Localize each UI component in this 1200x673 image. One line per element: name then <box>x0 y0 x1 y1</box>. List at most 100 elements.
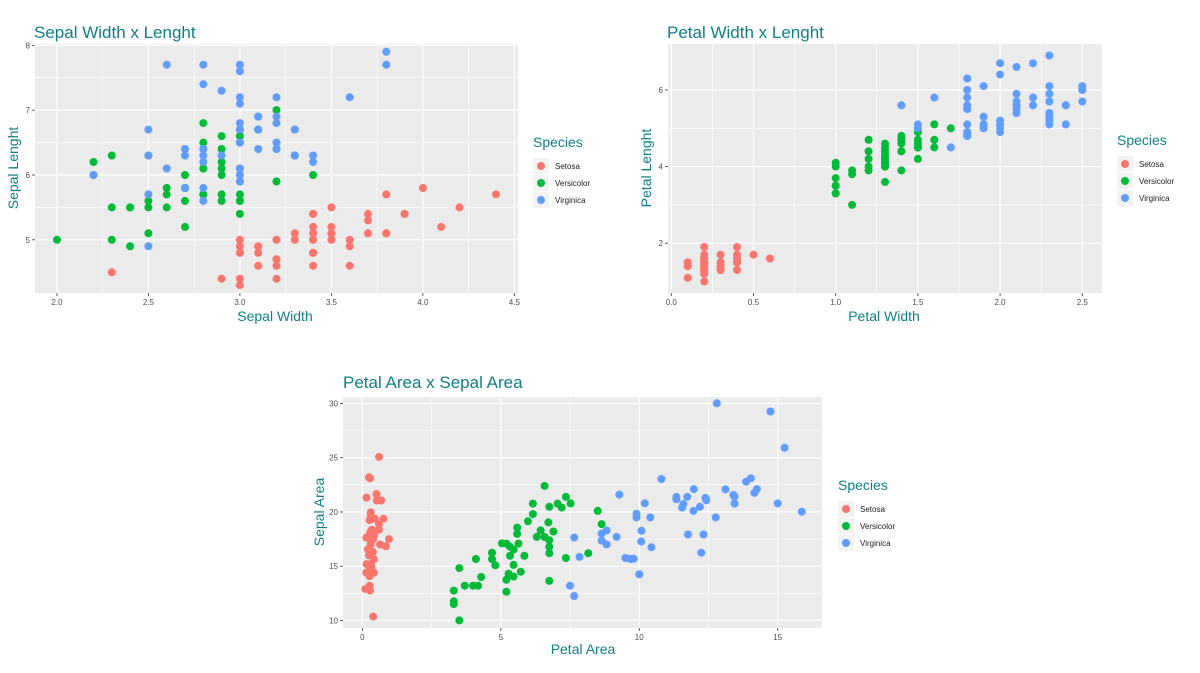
chart-0-legend-title: Species <box>533 134 583 150</box>
chart-0-point-virginica <box>181 184 189 192</box>
chart-0-point-setosa <box>382 190 391 199</box>
chart-1-point-versicolor <box>881 158 889 167</box>
chart-0-xtick-label: 3.0 <box>234 298 246 307</box>
chart-2-point-setosa <box>366 545 375 554</box>
chart-0-xtick-label: 4.5 <box>509 298 521 307</box>
chart-1-point-virginica <box>1061 101 1070 110</box>
chart-1-point-versicolor <box>946 124 955 133</box>
chart-2-point-versicolor <box>513 523 522 532</box>
chart-1-point-virginica <box>1012 109 1021 117</box>
chart-1-point-virginica <box>996 128 1005 137</box>
chart-0-legend-key-setosa <box>537 162 545 170</box>
chart-2-point-virginica <box>657 475 666 483</box>
chart-0-point-setosa <box>345 235 354 244</box>
chart-0-point-virginica <box>199 80 208 89</box>
chart-0-point-virginica <box>235 138 244 147</box>
chart-1-point-setosa <box>733 266 741 274</box>
chart-1-point-virginica <box>1012 89 1021 98</box>
chart-0-point-versicolor <box>199 164 208 173</box>
chart-0-point-setosa <box>309 248 318 257</box>
chart-0-point-virginica <box>199 158 208 166</box>
chart-0-point-virginica <box>290 151 299 160</box>
chart-2-point-versicolor <box>544 518 553 527</box>
chart-0-point-virginica <box>272 112 281 121</box>
chart-1-point-versicolor <box>913 143 922 152</box>
chart-0-point-setosa <box>492 190 500 199</box>
chart-2-point-versicolor <box>561 492 570 501</box>
chart-0-point-versicolor <box>217 190 226 199</box>
chart-2-ytick-label: 25 <box>329 454 338 463</box>
chart-2-point-virginica <box>575 552 584 561</box>
chart-2-point-virginica <box>640 499 649 508</box>
chart-1-point-versicolor <box>864 154 873 163</box>
chart-0-point-virginica <box>272 93 281 102</box>
chart-2-point-setosa <box>366 474 375 483</box>
chart-2-point-virginica <box>746 474 755 483</box>
chart-2-point-setosa <box>379 514 388 523</box>
chart-2-point-virginica <box>683 492 692 501</box>
chart-2-legend: Species Setosa Versicolor Virginica <box>838 477 895 551</box>
chart-2-xtick-label: 5 <box>499 633 504 642</box>
chart-2-point-virginica <box>766 407 775 416</box>
chart-1-ytick-label: 2 <box>659 239 664 248</box>
chart-0-ytick-label: 5 <box>26 236 31 245</box>
chart-0-point-setosa <box>272 255 281 264</box>
chart-1-legend-label-versicolor: Versicolor <box>1139 177 1174 186</box>
chart-0-point-setosa <box>217 274 226 283</box>
chart-1-point-virginica <box>1029 59 1037 68</box>
chart-1-point-virginica <box>1029 101 1037 110</box>
chart-2-point-versicolor <box>491 561 500 570</box>
chart-0-point-virginica <box>199 184 208 192</box>
chart-1-point-versicolor <box>831 189 840 198</box>
chart-0-point-versicolor <box>162 203 171 212</box>
chart-1-point-setosa <box>700 262 709 271</box>
chart-0-point-virginica <box>162 60 171 69</box>
chart-0-point-setosa <box>107 268 116 277</box>
chart-0-point-setosa <box>327 203 336 212</box>
chart-2-point-versicolor <box>536 526 545 535</box>
chart-0-legend-key-versicolor <box>537 179 545 187</box>
chart-2-point-setosa <box>376 540 385 549</box>
chart-0-point-versicolor <box>217 171 226 179</box>
chart-0-point-versicolor <box>144 203 153 212</box>
chart-1-xtick-label: 0.5 <box>748 298 760 307</box>
chart-0-point-setosa <box>272 274 281 283</box>
chart-2-title: Petal Area x Sepal Area <box>343 373 523 392</box>
chart-0-point-versicolor <box>181 196 189 205</box>
chart-0-point-versicolor <box>107 235 116 244</box>
chart-1-point-virginica <box>1045 89 1054 98</box>
chart-0-point-versicolor <box>217 196 226 205</box>
chart-0-ytick-label: 7 <box>26 106 31 115</box>
chart-0-title: Sepal Width x Lenght <box>34 23 196 42</box>
chart-1-point-versicolor <box>930 143 939 152</box>
chart-2-point-versicolor <box>524 517 532 526</box>
chart-0-point-setosa <box>309 229 318 238</box>
chart-0-point-setosa <box>235 242 244 251</box>
chart-2-point-virginica <box>570 533 579 542</box>
chart-2-point-setosa <box>366 565 375 574</box>
chart-2-point-virginica <box>621 554 630 562</box>
chart-0-point-setosa <box>235 281 244 290</box>
chart-2-point-versicolor <box>455 616 464 625</box>
chart-2-point-setosa <box>385 535 393 544</box>
chart-0-point-virginica <box>254 145 263 153</box>
chart-1-point-setosa <box>700 243 709 251</box>
chart-2-point-versicolor <box>545 542 554 551</box>
chart-1-ylabel: Petal Lenght <box>638 129 654 208</box>
chart-0-legend-label-versicolor: Versicolor <box>555 179 590 188</box>
chart-1-title: Petal Width x Lenght <box>667 23 824 42</box>
chart-1-point-virginica <box>963 86 972 94</box>
chart-2-point-virginica <box>612 532 621 541</box>
chart-1-point-virginica <box>963 120 972 129</box>
chart-1-point-versicolor <box>831 181 840 190</box>
chart-0-point-versicolor <box>235 190 244 199</box>
chart-2-point-versicolor <box>514 539 523 548</box>
chart-2-point-virginica <box>711 513 720 522</box>
chart-1-xlabel: Petal Width <box>848 308 920 324</box>
chart-0-point-virginica <box>345 93 354 102</box>
chart-0-point-virginica <box>162 164 171 173</box>
chart-1-point-virginica <box>1012 63 1021 71</box>
chart-1-point-virginica <box>963 131 972 140</box>
chart-1-point-versicolor <box>881 151 889 160</box>
chart-0-point-setosa <box>327 229 336 238</box>
